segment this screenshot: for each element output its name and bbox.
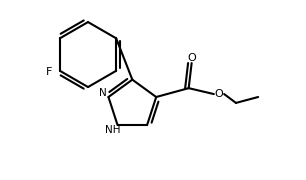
Text: NH: NH — [105, 125, 120, 134]
Text: O: O — [215, 89, 223, 99]
Text: F: F — [46, 67, 53, 77]
Text: O: O — [187, 53, 196, 63]
Text: N: N — [99, 88, 106, 98]
